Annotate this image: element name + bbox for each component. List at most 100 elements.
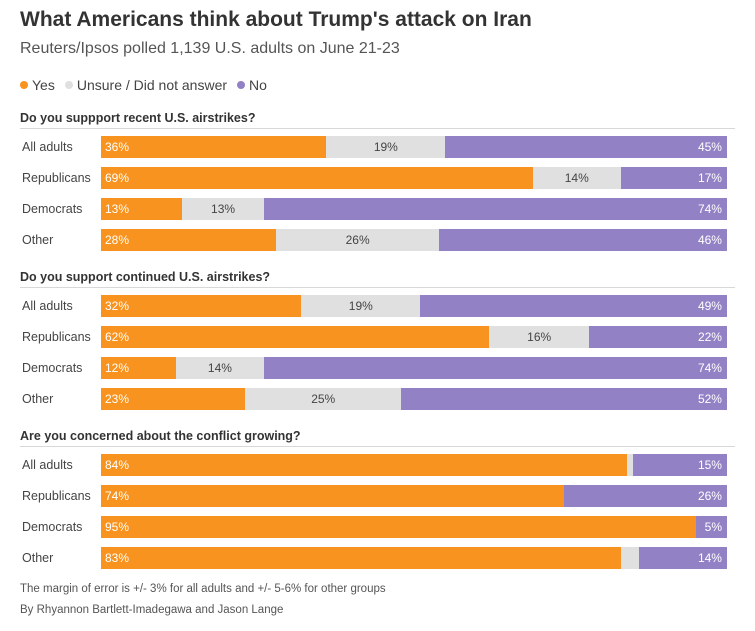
bar-segment-yes: 74% (101, 485, 565, 507)
bar-segment-yes: 32% (101, 295, 302, 317)
bar-segment-yes: 83% (101, 547, 621, 569)
bar-row: All adults 84% 15% (20, 454, 735, 476)
data-label-unsure: 19% (373, 140, 398, 154)
data-label-unsure: 14% (207, 361, 232, 375)
row-label: Republicans (22, 171, 91, 185)
bar-row: Republicans 62% 16% 22% (20, 326, 735, 348)
bar-segment-yes: 28% (101, 229, 277, 251)
bar-segment-yes: 95% (101, 516, 696, 538)
bar-segment-unsure: 14% (176, 357, 264, 379)
stacked-bar: 23% 25% 52% (101, 388, 727, 410)
chart-panel-3: Are you concerned about the conflict gro… (20, 426, 735, 572)
bar-row: Democrats 95% 5% (20, 516, 735, 538)
panel-title: Are you concerned about the conflict gro… (20, 426, 735, 447)
data-label-unsure: 13% (211, 202, 236, 216)
panel-title: Do you suppport recent U.S. airstrikes? (20, 108, 735, 129)
stacked-bar: 69% 14% 17% (101, 167, 727, 189)
data-label-yes: 13% (105, 202, 130, 216)
row-label: Other (22, 233, 54, 247)
bar-segment-no: 74% (263, 198, 727, 220)
bar-segment-no: 74% (263, 357, 727, 379)
legend-label-yes: Yes (32, 77, 55, 93)
bar-row: All adults 32% 19% 49% (20, 295, 735, 317)
chart-panel-1: Do you suppport recent U.S. airstrikes? A… (20, 108, 735, 254)
bar-segment-unsure (620, 547, 640, 569)
bar-segment-unsure: 26% (276, 229, 440, 251)
bar-segment-no: 26% (564, 485, 727, 507)
data-label-yes: 32% (105, 299, 130, 313)
bar-segment-no: 17% (620, 167, 727, 189)
row-label: Democrats (22, 520, 83, 534)
bar-segment-yes: 13% (101, 198, 183, 220)
bar-row: Other 28% 26% 46% (20, 229, 735, 251)
data-label-unsure: 19% (348, 299, 373, 313)
stacked-bar: 32% 19% 49% (101, 295, 727, 317)
legend-dot-unsure-icon (64, 81, 73, 89)
bar-segment-no: 46% (439, 229, 727, 251)
row-label: Other (22, 392, 54, 406)
legend: Yes Unsure / Did not answer No (20, 77, 267, 93)
data-label-unsure: 26% (345, 233, 370, 247)
stacked-bar: 36% 19% 45% (101, 136, 727, 158)
row-label: All adults (22, 458, 73, 472)
data-label-no: 52% (697, 392, 722, 406)
data-label-no: 17% (697, 171, 722, 185)
data-label-yes: 28% (105, 233, 130, 247)
legend-item-no: No (237, 77, 267, 93)
bar-row: Republicans 69% 14% 17% (20, 167, 735, 189)
bar-row: Democrats 13% 13% 74% (20, 198, 735, 220)
stacked-bar: 13% 13% 74% (101, 198, 727, 220)
legend-item-unsure: Unsure / Did not answer (64, 77, 228, 93)
bar-segment-no: 45% (445, 136, 727, 158)
bar-segment-unsure: 19% (301, 295, 421, 317)
bar-segment-unsure (626, 454, 634, 476)
stacked-bar: 95% 5% (101, 516, 727, 538)
bar-row: All adults 36% 19% 45% (20, 136, 735, 158)
bar-segment-yes: 12% (101, 357, 177, 379)
bar-segment-yes: 84% (101, 454, 627, 476)
legend-label-unsure: Unsure / Did not answer (76, 77, 228, 93)
data-label-yes: 62% (105, 330, 130, 344)
row-label: Democrats (22, 361, 83, 375)
stacked-bar: 83% 14% (101, 547, 727, 569)
data-label-yes: 69% (105, 171, 130, 185)
data-label-yes: 83% (105, 551, 130, 565)
bar-segment-no: 52% (401, 388, 727, 410)
row-label: Republicans (22, 330, 91, 344)
data-label-no: 74% (697, 202, 722, 216)
stacked-bar: 28% 26% 46% (101, 229, 727, 251)
chart-title: What Americans think about Trump's attac… (20, 8, 532, 31)
byline: By Rhyannon Bartlett-Imadegawa and Jason… (20, 604, 284, 616)
bar-row: Democrats 12% 14% 74% (20, 357, 735, 379)
row-label: All adults (22, 299, 73, 313)
data-label-yes: 12% (105, 361, 130, 375)
row-label: All adults (22, 140, 73, 154)
bar-segment-yes: 36% (101, 136, 327, 158)
data-label-unsure: 25% (311, 392, 336, 406)
bar-segment-unsure: 16% (489, 326, 590, 348)
legend-item-yes: Yes (20, 77, 55, 93)
data-label-no: 14% (697, 551, 722, 565)
data-label-no: 5% (704, 520, 722, 534)
bar-segment-unsure: 19% (326, 136, 446, 158)
data-label-no: 74% (697, 361, 722, 375)
bar-row: Other 23% 25% 52% (20, 388, 735, 410)
data-label-no: 15% (697, 458, 722, 472)
bar-row: Republicans 74% 26% (20, 485, 735, 507)
data-label-yes: 36% (105, 140, 130, 154)
bar-segment-no: 15% (633, 454, 727, 476)
margin-of-error-note: The margin of error is +/- 3% for all ad… (20, 583, 386, 595)
data-label-yes: 84% (105, 458, 130, 472)
panel-title: Do you support continued U.S. airstrikes… (20, 267, 735, 288)
bar-segment-unsure: 13% (182, 198, 264, 220)
bar-segment-no: 49% (420, 295, 727, 317)
legend-dot-yes-icon (20, 81, 28, 89)
row-label: Other (22, 551, 54, 565)
bar-segment-no: 14% (639, 547, 727, 569)
data-label-no: 45% (697, 140, 722, 154)
data-label-no: 49% (697, 299, 722, 313)
stacked-bar: 12% 14% 74% (101, 357, 727, 379)
data-label-no: 46% (697, 233, 722, 247)
data-label-yes: 95% (105, 520, 130, 534)
data-label-no: 22% (697, 330, 722, 344)
